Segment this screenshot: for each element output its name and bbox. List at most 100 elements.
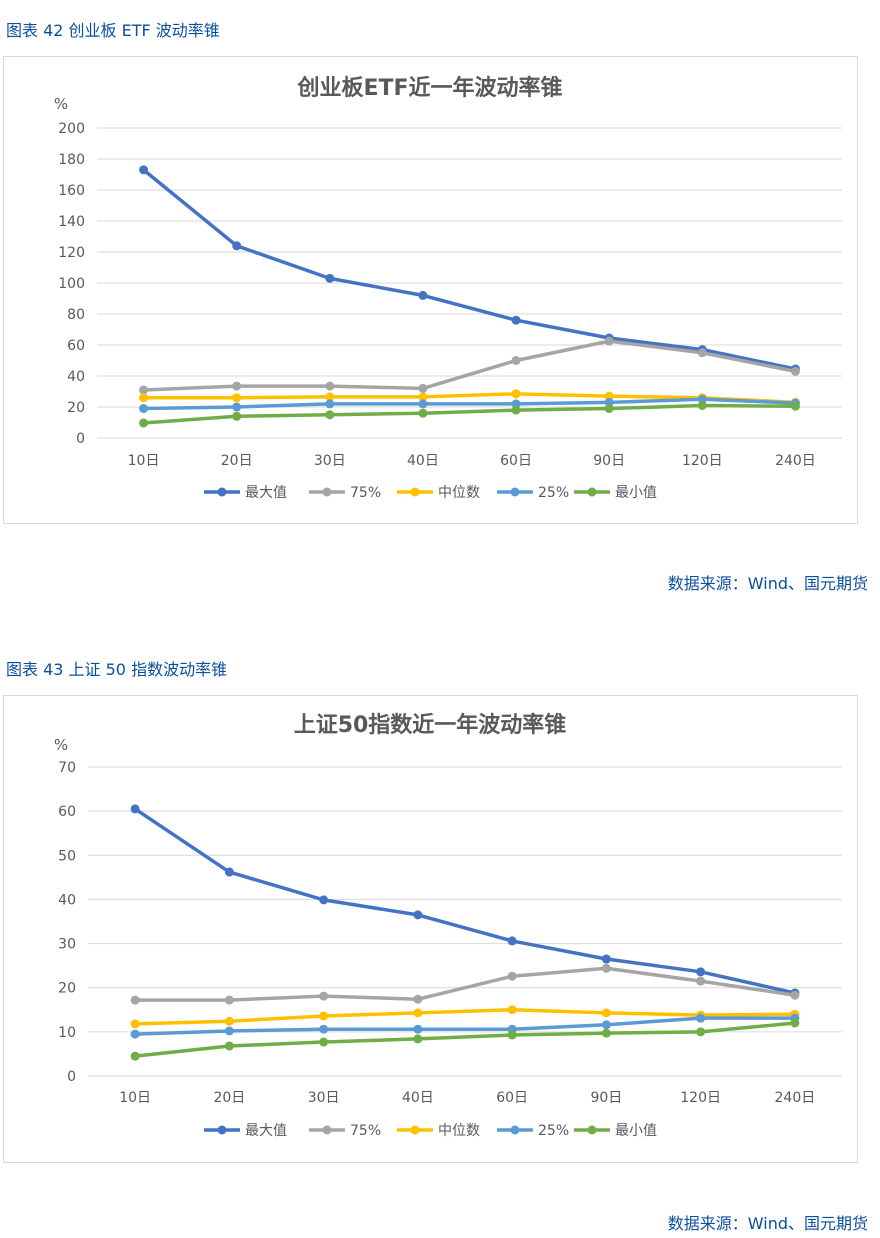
y-tick-label: 10: [58, 1025, 76, 1041]
x-tick-label: 30日: [314, 453, 346, 469]
data-point: [507, 1005, 517, 1015]
data-point: [604, 397, 614, 407]
data-point: [319, 1024, 329, 1034]
x-tick-label: 120日: [680, 1090, 721, 1106]
data-point: [319, 991, 329, 1001]
series-line-2: [135, 1008, 795, 1026]
legend-label: 最大值: [245, 1123, 287, 1139]
data-point: [418, 383, 428, 393]
y-tick-label: 30: [58, 937, 76, 953]
x-tick-label: 90日: [590, 1090, 622, 1106]
y-tick-label: 120: [58, 245, 85, 261]
data-point: [418, 290, 428, 300]
legend-label: 最大值: [245, 485, 287, 501]
chart-title: 创业板ETF近一年波动率锥: [296, 75, 562, 101]
figure-source-2: 数据来源：Wind、国元期货: [667, 1214, 868, 1233]
chart-title: 上证50指数近一年波动率锥: [294, 712, 567, 738]
series-line-4: [143, 403, 796, 425]
y-tick-label: 40: [58, 892, 76, 908]
series-line-1: [143, 339, 796, 392]
data-point: [507, 936, 517, 946]
data-point: [604, 391, 614, 401]
data-point: [130, 804, 140, 814]
data-point: [224, 1016, 234, 1026]
legend-marker: [410, 1125, 420, 1135]
data-point: [601, 1008, 611, 1018]
x-tick-label: 20日: [213, 1090, 245, 1106]
y-tick-label: 70: [58, 760, 76, 776]
data-point: [511, 356, 521, 365]
data-point: [604, 404, 614, 414]
data-point: [130, 995, 140, 1005]
y-tick-label: 40: [67, 369, 85, 385]
data-point: [139, 393, 149, 403]
data-point: [507, 1030, 517, 1040]
legend-marker: [587, 1125, 597, 1135]
legend-label: 25%: [538, 485, 569, 501]
legend-marker: [510, 1125, 520, 1135]
legend-marker: [410, 487, 420, 497]
data-point: [601, 963, 611, 973]
y-tick-label: 60: [67, 338, 85, 354]
chart-1: 创业板ETF近一年波动率锥% 0 20 40 60 80 100 120 140 160 180 20…: [54, 75, 842, 501]
legend-marker: [510, 487, 520, 497]
data-point: [325, 410, 335, 420]
legend-label: 中位数: [438, 485, 480, 501]
data-point: [232, 393, 242, 403]
data-point: [696, 967, 706, 977]
series-line-3: [143, 397, 796, 411]
data-point: [511, 315, 521, 325]
x-tick-label: 90日: [593, 453, 625, 469]
data-point: [790, 401, 800, 411]
data-point: [319, 1037, 329, 1047]
series-line-1: [135, 966, 796, 1002]
data-point: [130, 1051, 140, 1061]
x-tick-label: 240日: [775, 453, 816, 469]
data-point: [232, 381, 242, 391]
x-tick-label: 60日: [496, 1090, 528, 1106]
x-tick-label: 40日: [407, 453, 439, 469]
data-point: [697, 394, 707, 404]
x-tick-label: 20日: [221, 453, 253, 469]
x-tick-label: 240日: [775, 1090, 816, 1106]
data-point: [139, 385, 149, 395]
data-point: [696, 1027, 706, 1037]
chart-2-frame: 上证50指数近一年波动率锥% 0 10 20 30 40 50 60 70 10日 20日 30日 40…: [3, 695, 858, 1163]
data-point: [139, 404, 149, 414]
y-axis-label: %: [54, 736, 68, 754]
data-point: [418, 392, 428, 402]
legend-marker: [217, 1125, 227, 1135]
legend-marker: [322, 487, 332, 497]
data-point: [224, 1026, 234, 1036]
data-point: [601, 1028, 611, 1038]
chart-1-frame: 创业板ETF近一年波动率锥% 0 20 40 60 80 100 120 140 160 180 20…: [3, 56, 858, 524]
series-line-3: [135, 1016, 795, 1036]
legend-marker: [217, 487, 227, 497]
x-tick-label: 40日: [402, 1090, 434, 1106]
legend-label: 最小值: [615, 485, 657, 501]
data-point: [224, 995, 234, 1005]
data-point: [130, 1029, 140, 1039]
data-point: [511, 399, 521, 409]
data-point: [790, 1018, 800, 1028]
data-point: [325, 392, 335, 402]
y-tick-label: 0: [76, 431, 85, 447]
data-point: [696, 1013, 706, 1023]
series-line-0: [142, 168, 796, 371]
y-tick-label: 60: [58, 804, 76, 820]
y-tick-label: 200: [58, 121, 85, 137]
figure-caption-2: 图表 43 上证 50 指数波动率锥: [6, 660, 228, 679]
data-point: [790, 366, 800, 376]
data-point: [319, 895, 329, 905]
data-point: [413, 1008, 423, 1018]
legend-label: 75%: [350, 485, 381, 501]
data-point: [325, 381, 335, 391]
data-point: [697, 348, 707, 358]
data-point: [130, 1019, 140, 1029]
y-tick-label: 160: [58, 183, 85, 199]
y-tick-label: 50: [58, 848, 76, 864]
legend-label: 最小值: [615, 1123, 657, 1139]
y-tick-label: 0: [67, 1069, 76, 1085]
data-point: [511, 389, 521, 399]
data-point: [413, 994, 423, 1004]
